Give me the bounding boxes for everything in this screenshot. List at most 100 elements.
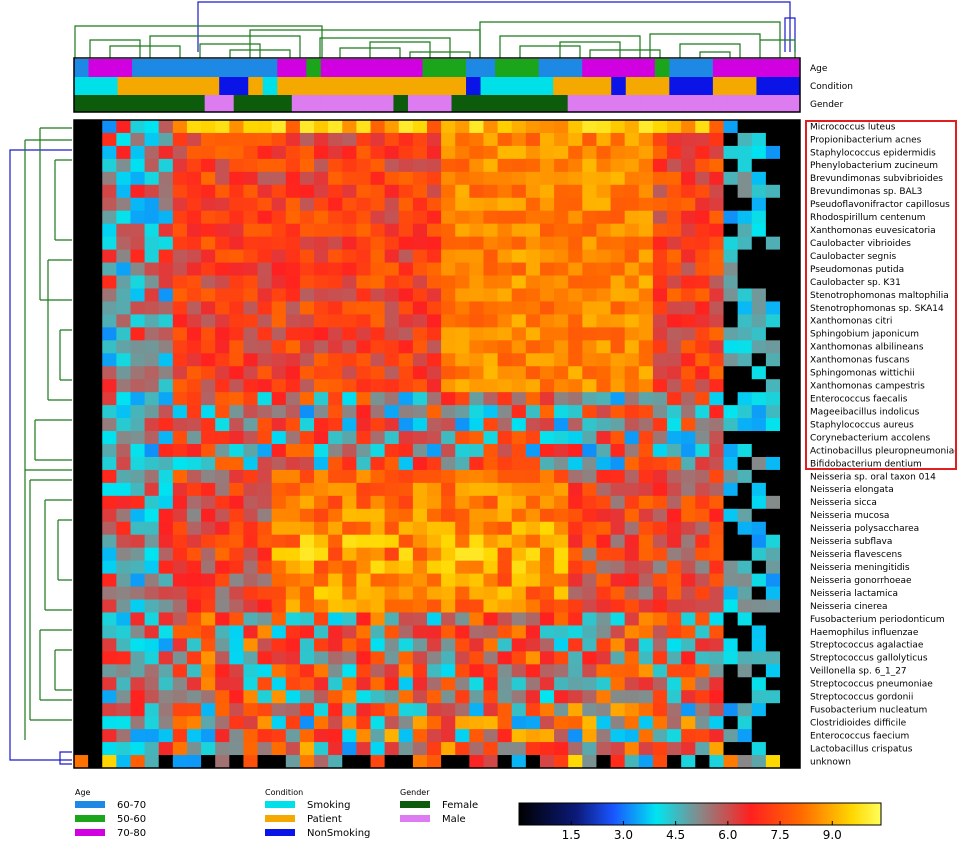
heatmap-cell <box>398 625 414 639</box>
heatmap-cell <box>539 236 555 250</box>
heatmap-cell <box>257 301 273 315</box>
heatmap-cell <box>88 755 103 769</box>
row-dendrogram-cluster <box>24 127 72 740</box>
heatmap-cell <box>398 534 414 549</box>
row-label: Streptococcus pneumoniae <box>810 680 933 690</box>
heatmap-cell <box>130 599 145 613</box>
heatmap-cell <box>229 444 244 458</box>
heatmap-cell <box>582 366 597 380</box>
heatmap-cell <box>158 482 174 497</box>
heatmap-cell <box>172 236 188 250</box>
row-label: Xanthomonas citri <box>810 317 892 327</box>
heatmap-cell <box>144 184 160 199</box>
heatmap-cell <box>398 586 414 600</box>
heatmap-cell <box>568 288 583 302</box>
heatmap-cell <box>751 223 767 238</box>
heatmap-cell <box>681 625 696 639</box>
heatmap-cell <box>172 586 188 600</box>
heatmap-cell <box>427 638 442 652</box>
heatmap-cell <box>201 508 216 523</box>
heatmap-cell <box>695 677 710 691</box>
heatmap-cell <box>511 158 527 173</box>
heatmap-cell <box>497 495 513 510</box>
row-label: Actinobacillus pleuropneumoniae <box>810 446 957 456</box>
annotation-track-cell <box>538 95 554 112</box>
heatmap-cell <box>455 586 470 600</box>
heatmap-cell <box>638 379 654 393</box>
heatmap-cell <box>186 392 202 406</box>
heatmap-cell <box>299 418 315 432</box>
heatmap-cell <box>144 586 160 600</box>
heatmap-cell <box>201 755 216 769</box>
heatmap-cell <box>398 716 414 730</box>
heatmap-cell <box>652 599 668 613</box>
heatmap-cell <box>483 677 498 691</box>
heatmap-cell <box>186 547 202 562</box>
heatmap-cell <box>215 288 230 302</box>
heatmap-cell <box>243 158 258 173</box>
heatmap-cell <box>398 379 414 393</box>
heatmap-cell <box>455 120 470 134</box>
heatmap-cell <box>201 638 216 652</box>
heatmap-cell <box>652 495 668 510</box>
legend-age-label-2: 70-80 <box>117 828 146 839</box>
heatmap-cell <box>497 366 513 380</box>
annotation-track-cell <box>683 77 699 95</box>
heatmap-cell <box>398 508 414 523</box>
heatmap-cell <box>723 599 739 613</box>
heatmap-cell <box>74 197 89 212</box>
heatmap-cell <box>243 418 258 432</box>
heatmap-cell <box>229 379 244 393</box>
heatmap-cell <box>398 184 414 199</box>
heatmap-cell <box>412 340 428 354</box>
heatmap-cell <box>116 690 131 704</box>
heatmap-cell <box>370 132 386 147</box>
heatmap-cell <box>737 314 753 328</box>
heatmap-cell <box>441 521 456 536</box>
heatmap-cell <box>102 210 117 225</box>
heatmap-cell <box>314 444 329 458</box>
heatmap-cell <box>638 729 654 743</box>
heatmap-cell <box>384 223 400 238</box>
heatmap-cell <box>469 120 484 134</box>
heatmap-cell <box>709 742 724 756</box>
heatmap-cell <box>667 742 682 756</box>
heatmap-cell <box>271 418 287 432</box>
heatmap-cell <box>370 534 386 549</box>
heatmap-cell <box>257 197 273 212</box>
heatmap-cell <box>398 340 414 354</box>
heatmap-cell <box>525 262 541 276</box>
heatmap-cell <box>257 651 273 665</box>
heatmap-cell <box>88 249 103 263</box>
heatmap-cell <box>667 418 682 432</box>
heatmap-cell <box>186 444 202 458</box>
heatmap-cell <box>497 664 513 678</box>
heatmap-cell <box>737 340 753 354</box>
heatmap-cell <box>215 469 230 484</box>
heatmap-cell <box>568 418 583 432</box>
heatmap-cell <box>681 120 696 134</box>
heatmap-cell <box>356 314 371 328</box>
annotation-track-cell <box>277 95 293 112</box>
heatmap-cell <box>554 469 569 484</box>
heatmap-cell <box>568 158 583 173</box>
annotation-track-cell <box>132 77 147 95</box>
heatmap-cell <box>412 120 428 134</box>
heatmap-cell <box>116 132 131 147</box>
heatmap-cell <box>737 301 753 315</box>
heatmap-cell <box>667 366 682 380</box>
annotation-track-cell <box>625 59 641 77</box>
heatmap-cell <box>158 755 174 769</box>
heatmap-cell <box>158 288 174 302</box>
heatmap-cell <box>638 495 654 510</box>
heatmap-cell <box>88 353 103 367</box>
heatmap-cell <box>102 132 117 147</box>
heatmap-cell <box>144 638 160 652</box>
heatmap-cell <box>356 184 371 199</box>
heatmap-cell <box>596 262 611 276</box>
heatmap-cell <box>511 262 527 276</box>
heatmap-cell <box>568 547 583 562</box>
heatmap-cell <box>314 612 329 626</box>
heatmap-cell <box>116 456 131 471</box>
row-label: Neisseria cinerea <box>810 602 888 612</box>
